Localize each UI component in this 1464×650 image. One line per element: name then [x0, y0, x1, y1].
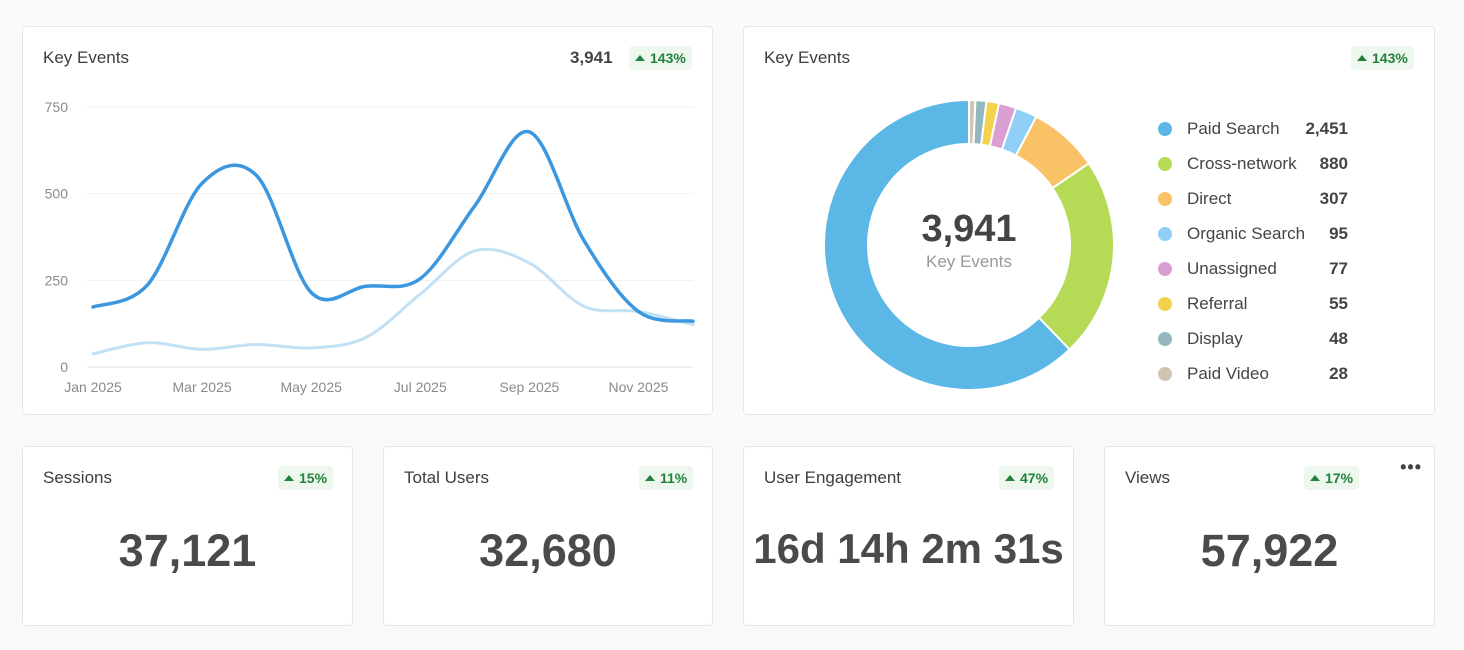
legend-item-direct[interactable]: Direct 307 — [1158, 181, 1348, 216]
legend-label: Display — [1187, 328, 1243, 348]
metric-value: 37,121 — [118, 525, 257, 576]
card-title: Total Users — [404, 468, 490, 487]
legend-label: Cross-network — [1187, 153, 1297, 173]
card-title: Views — [1125, 468, 1171, 487]
x-tick-label: Sep 2025 — [499, 379, 559, 395]
legend-value: 95 — [1329, 223, 1348, 243]
legend-label: Referral — [1187, 293, 1248, 313]
legend-label: Unassigned — [1187, 258, 1277, 278]
card-title: Key Events — [43, 48, 129, 67]
y-tick-label: 750 — [45, 99, 69, 115]
legend-value: 307 — [1319, 188, 1348, 208]
x-tick-label: Nov 2025 — [608, 379, 668, 395]
donut-slice-paid-search[interactable] — [823, 98, 1071, 391]
legend-item-referral[interactable]: Referral 55 — [1158, 286, 1348, 321]
y-tick-label: 500 — [45, 186, 69, 202]
legend-value: 48 — [1329, 328, 1348, 348]
legend-item-display[interactable]: Display 48 — [1158, 321, 1348, 356]
x-tick-label: May 2025 — [280, 379, 342, 395]
legend-swatch — [1158, 191, 1172, 206]
y-tick-label: 0 — [60, 359, 68, 375]
caret-up-icon — [1310, 475, 1320, 481]
legend-item-paid-search[interactable]: Paid Search 2,451 — [1158, 111, 1348, 146]
legend-value: 77 — [1329, 258, 1348, 278]
metric-value: 16d 14h 2m 31s — [753, 525, 1064, 572]
change-badge: 15% — [278, 466, 334, 490]
legend-swatch — [1158, 296, 1172, 311]
legend-label: Paid Search — [1187, 118, 1280, 138]
legend-value: 2,451 — [1305, 118, 1348, 138]
donut-legend: Paid Search 2,451 Cross-network 880 Direct 30… — [1158, 111, 1348, 391]
legend-item-cross-network[interactable]: Cross-network 880 — [1158, 146, 1348, 181]
card-title: Sessions — [43, 468, 112, 487]
legend-item-paid-video[interactable]: Paid Video 28 — [1158, 356, 1348, 391]
legend-swatch — [1158, 261, 1172, 276]
y-tick-label: 250 — [45, 272, 69, 288]
x-tick-label: Mar 2025 — [173, 379, 232, 395]
key-events-total: 3,941 — [570, 48, 613, 67]
change-value: 11% — [660, 470, 688, 486]
donut-center-value: 3,941 — [921, 208, 1017, 250]
views-card: Views 17% ••• 57,922 — [1104, 446, 1435, 626]
change-value: 47% — [1020, 470, 1049, 486]
legend-value: 880 — [1319, 153, 1348, 173]
card-title: User Engagement — [764, 468, 902, 487]
legend-label: Paid Video — [1187, 363, 1269, 383]
legend-label: Organic Search — [1187, 223, 1306, 243]
caret-up-icon — [284, 475, 294, 481]
metric-value: 32,680 — [479, 525, 617, 576]
change-value: 143% — [650, 50, 686, 66]
legend-item-unassigned[interactable]: Unassigned 77 — [1158, 251, 1348, 286]
change-badge: 143% — [1351, 46, 1414, 70]
key-events-donut-chart — [823, 98, 1115, 391]
user-engagement-card: User Engagement 47% 16d 14h 2m 31s — [743, 446, 1074, 626]
key-events-line-card: Key Events 3,941 143% 750 500 250 0 Jan 202… — [22, 26, 713, 415]
change-badge: 143% — [629, 46, 692, 70]
total-users-card: Total Users 11% 32,680 — [383, 446, 713, 626]
change-value: 143% — [1372, 50, 1408, 66]
caret-up-icon — [645, 475, 655, 481]
legend-value: 55 — [1329, 293, 1348, 313]
legend-value: 28 — [1329, 363, 1348, 383]
key-events-line-chart: 750 500 250 0 Jan 2025 Mar 2025 May 2025 Jul 2… — [45, 99, 695, 395]
card-title: Key Events — [764, 48, 850, 67]
more-horizontal-icon[interactable]: ••• — [1400, 457, 1422, 477]
series-line-current — [91, 130, 695, 323]
legend-swatch — [1158, 331, 1172, 346]
donut-center: 3,941 Key Events — [824, 207, 1114, 273]
legend-swatch — [1158, 226, 1172, 241]
donut-center-label: Key Events — [926, 252, 1012, 271]
legend-swatch — [1158, 156, 1172, 171]
x-tick-label: Jan 2025 — [64, 379, 122, 395]
change-badge: 17% — [1304, 466, 1360, 490]
sessions-card: Sessions 15% 37,121 — [22, 446, 353, 626]
legend-item-organic-search[interactable]: Organic Search 95 — [1158, 216, 1348, 251]
x-tick-label: Jul 2025 — [394, 379, 447, 395]
series-line-previous — [91, 247, 695, 356]
caret-up-icon — [635, 55, 645, 61]
legend-swatch — [1158, 366, 1172, 381]
caret-up-icon — [1005, 475, 1015, 481]
legend-swatch — [1158, 121, 1172, 136]
legend-label: Direct — [1187, 188, 1232, 208]
change-badge: 47% — [999, 466, 1055, 490]
key-events-donut-card: Key Events 143% 3,941 Key Events Paid Se… — [743, 26, 1435, 415]
metric-value: 57,922 — [1200, 525, 1339, 576]
caret-up-icon — [1357, 55, 1367, 61]
change-badge: 11% — [639, 466, 694, 490]
change-value: 17% — [1325, 470, 1354, 486]
change-value: 15% — [299, 470, 328, 486]
